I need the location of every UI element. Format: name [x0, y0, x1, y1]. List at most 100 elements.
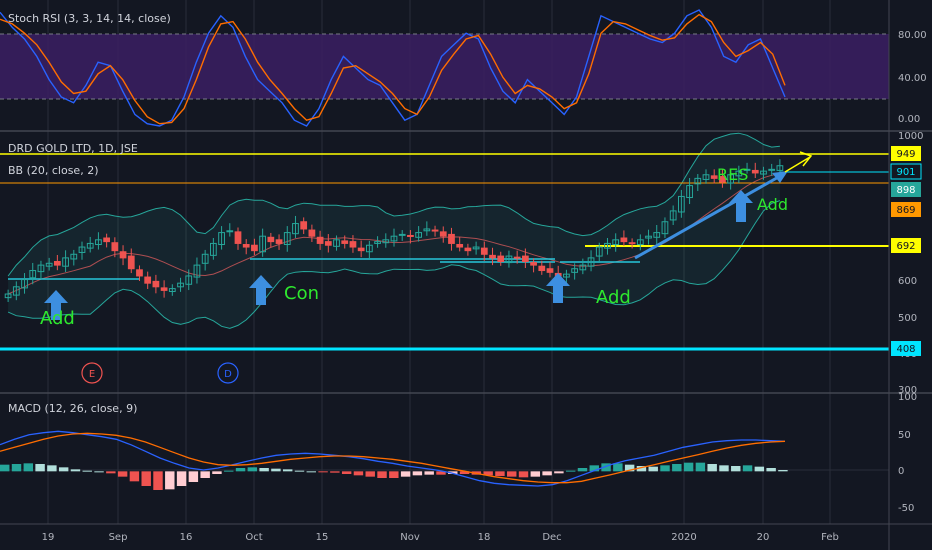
earnings-event-marker[interactable] — [81, 362, 103, 384]
candle-body — [218, 232, 225, 246]
candle-body — [324, 241, 332, 246]
candle-body — [316, 236, 324, 244]
macd-hist-bar — [660, 465, 670, 472]
candle-body — [119, 251, 127, 259]
annotation-res[interactable]: RES — [717, 165, 748, 184]
macd-hist-bar — [129, 471, 140, 482]
macd-hist-bar — [459, 471, 470, 474]
macd-hist-bar — [318, 471, 328, 473]
macd-hist-bar — [601, 463, 611, 472]
stoch-rsi-lines — [0, 9, 786, 127]
candle-body — [579, 264, 587, 271]
candle-body — [86, 242, 94, 249]
macd-hist-bar — [613, 463, 623, 472]
candle-body — [604, 242, 611, 249]
macd-hist-bar — [47, 465, 57, 472]
macd-hist-bar — [224, 470, 234, 472]
candle-body — [439, 231, 447, 237]
badge-692 — [891, 238, 921, 253]
candle-body — [768, 168, 776, 171]
candle-body — [497, 255, 505, 263]
badge-901-label: 901 — [896, 167, 915, 178]
macd-hist-bar — [70, 469, 81, 472]
macd-hist-bar — [117, 471, 128, 477]
annotation-add-2[interactable]: Add — [596, 287, 631, 308]
macd-axis-label: 50 — [898, 430, 911, 441]
macd-hist-bar — [719, 465, 729, 472]
macd-hist-bar — [707, 464, 717, 472]
candle-body — [743, 168, 751, 171]
uptrend-arrowhead — [772, 171, 788, 183]
price-axis-label: 300 — [898, 385, 917, 396]
candle-body — [636, 239, 644, 246]
uptrend-line[interactable] — [634, 173, 783, 260]
macd-hist-bar — [294, 470, 305, 472]
macd-hist-bar — [282, 469, 293, 472]
candle-body — [661, 221, 669, 235]
candle-body — [456, 244, 464, 248]
dividend-event-marker[interactable] — [217, 362, 239, 384]
bollinger-upper — [7, 132, 780, 277]
candle-body — [653, 232, 661, 238]
price-axis-label: 1000 — [898, 131, 923, 142]
annotation-add-3[interactable]: Add — [757, 195, 788, 214]
candle-body — [694, 177, 702, 185]
time-axis-label: Sep — [109, 532, 128, 543]
price-axis-label: 500 — [898, 313, 917, 324]
stoch-rsi-title[interactable]: Stoch RSI (3, 3, 14, 14, close) — [8, 12, 171, 25]
macd-hist-bar — [247, 467, 258, 472]
macd-hist-bar — [766, 468, 776, 472]
candle-body — [111, 242, 119, 252]
time-axis-label: Feb — [821, 532, 839, 543]
macd-hist-bar — [353, 471, 364, 476]
candle-body — [571, 268, 579, 273]
candle-body — [727, 174, 735, 184]
macd-hist-bar — [754, 466, 765, 472]
price-panel: Add Con Add Add RES E D DRD GOLD LTD, 1D… — [0, 132, 889, 384]
badge-869 — [891, 202, 921, 217]
candle-body — [480, 247, 488, 255]
macd-hist-bar — [200, 471, 210, 478]
macd-hist-bar — [341, 471, 352, 474]
macd-hist-bar — [565, 470, 576, 472]
macd-hist-bar — [58, 467, 69, 472]
macd-hist-bar — [271, 468, 281, 472]
macd-title[interactable]: MACD (12, 26, close, 9) — [8, 402, 137, 415]
annotation-add-1[interactable]: Add — [40, 308, 75, 329]
time-axis[interactable]: 19 Sep 16 Oct 15 Nov 18 Dec 2020 20 Feb — [42, 532, 839, 543]
candle-body — [357, 247, 365, 252]
add-arrow-1 — [44, 290, 68, 320]
macd-hist-bar — [648, 466, 658, 472]
macd-hist-bar — [577, 468, 588, 472]
annotation-con[interactable]: Con — [284, 283, 319, 304]
candle-body — [53, 261, 61, 266]
bb-indicator-title[interactable]: BB (20, close, 2) — [8, 164, 99, 177]
candle-body — [374, 241, 381, 244]
time-axis-label: 15 — [316, 532, 329, 543]
candle-body — [168, 288, 176, 292]
candle-body — [538, 265, 546, 272]
candle-body — [415, 232, 423, 238]
dividend-event-label: D — [224, 369, 232, 380]
macd-hist-bar — [165, 471, 175, 490]
macd-hist-bar — [507, 471, 517, 477]
add-arrow-2 — [546, 273, 570, 303]
candle-body — [193, 264, 201, 278]
macd-hist-bar — [695, 462, 706, 472]
candle-body — [177, 282, 184, 288]
badge-898 — [891, 182, 921, 197]
macd-hist-bar — [436, 471, 446, 475]
candle-body — [144, 276, 152, 284]
macd-hist-bar — [235, 468, 246, 472]
stoch-axis-label: 40.00 — [898, 73, 927, 84]
symbol-title[interactable]: DRD GOLD LTD, 1D, JSE — [8, 142, 138, 155]
candle-body — [423, 228, 431, 232]
target-line[interactable] — [784, 156, 811, 173]
badge-408 — [891, 341, 921, 356]
stoch-axis-label: 0.00 — [898, 114, 920, 125]
candle-body — [530, 262, 537, 266]
macd-hist-bar — [389, 471, 399, 478]
badge-869-label: 869 — [896, 205, 915, 216]
macd-hist-bar — [530, 471, 541, 477]
